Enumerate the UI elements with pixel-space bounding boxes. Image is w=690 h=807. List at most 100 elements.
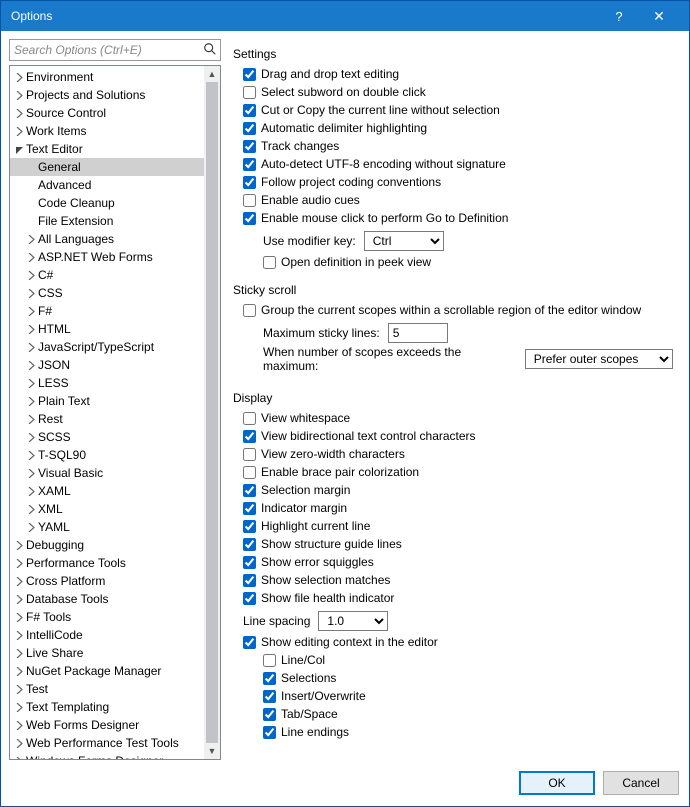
chevron-right-icon[interactable]: [14, 577, 24, 586]
tree-item[interactable]: Projects and Solutions: [10, 86, 204, 104]
show-context-checkbox[interactable]: [243, 636, 256, 649]
tree-item[interactable]: ·General: [10, 158, 204, 176]
option-checkbox[interactable]: [263, 672, 276, 685]
option-checkbox[interactable]: [243, 140, 256, 153]
chevron-right-icon[interactable]: [26, 289, 36, 298]
chevron-right-icon[interactable]: [26, 523, 36, 532]
tree-item[interactable]: Live Share: [10, 644, 204, 662]
tree-item[interactable]: CSS: [10, 284, 204, 302]
option-checkbox[interactable]: [243, 484, 256, 497]
option-checkbox[interactable]: [263, 654, 276, 667]
tree-item[interactable]: Text Editor: [10, 140, 204, 158]
chevron-right-icon[interactable]: [14, 73, 24, 82]
tree-item[interactable]: HTML: [10, 320, 204, 338]
tree-item[interactable]: T-SQL90: [10, 446, 204, 464]
tree-item[interactable]: Web Performance Test Tools: [10, 734, 204, 752]
chevron-right-icon[interactable]: [14, 127, 24, 136]
tree-item[interactable]: Performance Tools: [10, 554, 204, 572]
tree-item[interactable]: XML: [10, 500, 204, 518]
option-checkbox[interactable]: [243, 122, 256, 135]
chevron-right-icon[interactable]: [14, 757, 24, 760]
tree-item[interactable]: Work Items: [10, 122, 204, 140]
option-checkbox[interactable]: [243, 574, 256, 587]
tree-item[interactable]: F#: [10, 302, 204, 320]
option-checkbox[interactable]: [243, 68, 256, 81]
chevron-right-icon[interactable]: [26, 487, 36, 496]
tree-item[interactable]: Source Control: [10, 104, 204, 122]
option-checkbox[interactable]: [243, 520, 256, 533]
chevron-right-icon[interactable]: [26, 433, 36, 442]
tree-item[interactable]: ·Advanced: [10, 176, 204, 194]
tree-item[interactable]: Visual Basic: [10, 464, 204, 482]
tree-item[interactable]: ASP.NET Web Forms: [10, 248, 204, 266]
chevron-right-icon[interactable]: [26, 235, 36, 244]
tree-item[interactable]: Plain Text: [10, 392, 204, 410]
option-checkbox[interactable]: [263, 690, 276, 703]
chevron-right-icon[interactable]: [14, 703, 24, 712]
options-tree[interactable]: EnvironmentProjects and SolutionsSource …: [10, 66, 204, 759]
chevron-right-icon[interactable]: [26, 415, 36, 424]
tree-item[interactable]: Text Templating: [10, 698, 204, 716]
option-checkbox[interactable]: [263, 708, 276, 721]
tree-scrollbar[interactable]: ▲ ▼: [204, 66, 220, 759]
chevron-right-icon[interactable]: [14, 631, 24, 640]
tree-item[interactable]: C#: [10, 266, 204, 284]
chevron-right-icon[interactable]: [14, 685, 24, 694]
scroll-down-icon[interactable]: ▼: [204, 743, 220, 759]
ok-button[interactable]: OK: [519, 771, 595, 795]
chevron-right-icon[interactable]: [26, 451, 36, 460]
option-checkbox[interactable]: [243, 466, 256, 479]
chevron-right-icon[interactable]: [14, 541, 24, 550]
option-checkbox[interactable]: [243, 176, 256, 189]
tree-item[interactable]: SCSS: [10, 428, 204, 446]
tree-item[interactable]: Web Forms Designer: [10, 716, 204, 734]
chevron-right-icon[interactable]: [26, 307, 36, 316]
tree-item[interactable]: IntelliCode: [10, 626, 204, 644]
chevron-right-icon[interactable]: [26, 469, 36, 478]
option-checkbox[interactable]: [263, 726, 276, 739]
chevron-right-icon[interactable]: [26, 271, 36, 280]
tree-item[interactable]: Debugging: [10, 536, 204, 554]
tree-item[interactable]: ·Code Cleanup: [10, 194, 204, 212]
chevron-right-icon[interactable]: [14, 91, 24, 100]
chevron-right-icon[interactable]: [26, 343, 36, 352]
chevron-right-icon[interactable]: [14, 613, 24, 622]
tree-item[interactable]: XAML: [10, 482, 204, 500]
chevron-right-icon[interactable]: [26, 361, 36, 370]
chevron-right-icon[interactable]: [14, 721, 24, 730]
search-input[interactable]: [9, 39, 221, 61]
chevron-down-icon[interactable]: [14, 145, 24, 154]
tree-item[interactable]: Test: [10, 680, 204, 698]
chevron-right-icon[interactable]: [26, 505, 36, 514]
option-checkbox[interactable]: [243, 556, 256, 569]
option-checkbox[interactable]: [243, 194, 256, 207]
scroll-thumb[interactable]: [206, 82, 218, 743]
sticky-exceed-select[interactable]: Prefer outer scopes: [525, 349, 673, 369]
chevron-right-icon[interactable]: [26, 397, 36, 406]
chevron-right-icon[interactable]: [26, 379, 36, 388]
tree-item[interactable]: JSON: [10, 356, 204, 374]
linespacing-select[interactable]: 1.0: [318, 611, 388, 631]
option-checkbox[interactable]: [243, 430, 256, 443]
tree-item[interactable]: YAML: [10, 518, 204, 536]
tree-item[interactable]: NuGet Package Manager: [10, 662, 204, 680]
help-button[interactable]: ?: [599, 1, 639, 31]
chevron-right-icon[interactable]: [14, 649, 24, 658]
open-in-peek-checkbox[interactable]: [263, 256, 276, 269]
option-checkbox[interactable]: [243, 502, 256, 515]
tree-item[interactable]: Environment: [10, 68, 204, 86]
sticky-max-input[interactable]: [388, 323, 448, 343]
tree-item[interactable]: All Languages: [10, 230, 204, 248]
option-checkbox[interactable]: [243, 592, 256, 605]
cancel-button[interactable]: Cancel: [603, 771, 679, 795]
scroll-up-icon[interactable]: ▲: [204, 66, 220, 82]
option-checkbox[interactable]: [243, 158, 256, 171]
modifier-key-select[interactable]: Ctrl: [364, 231, 444, 251]
option-checkbox[interactable]: [243, 104, 256, 117]
option-checkbox[interactable]: [243, 412, 256, 425]
option-checkbox[interactable]: [243, 448, 256, 461]
tree-item[interactable]: Database Tools: [10, 590, 204, 608]
chevron-right-icon[interactable]: [26, 325, 36, 334]
close-button[interactable]: ✕: [639, 1, 679, 31]
option-checkbox[interactable]: [243, 538, 256, 551]
